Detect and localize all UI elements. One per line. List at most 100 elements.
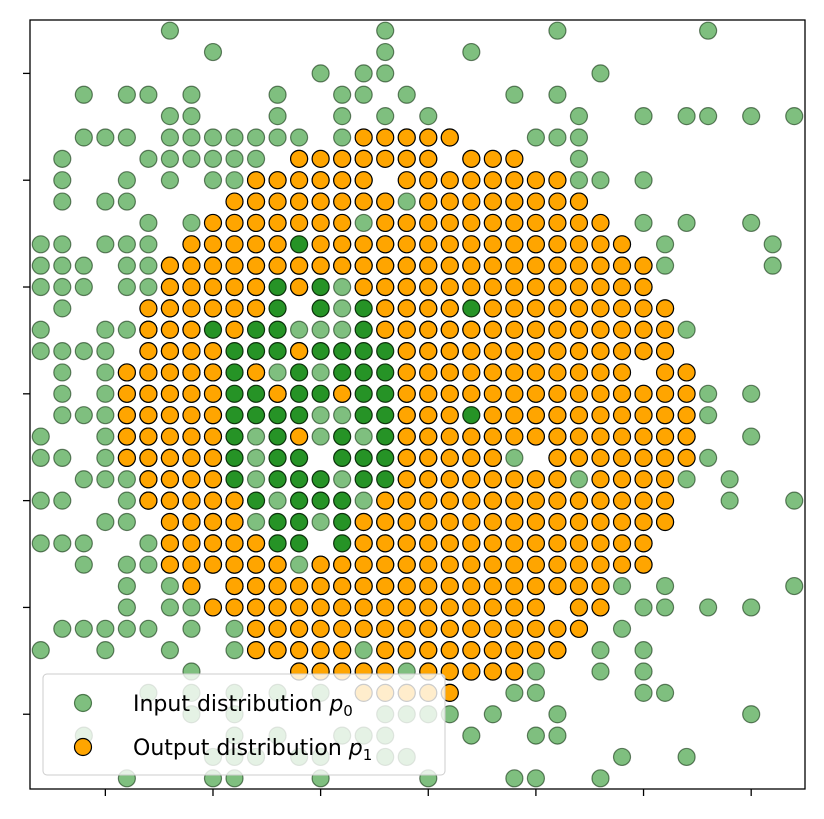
input-point [96,235,115,254]
output-point [311,641,330,660]
output-point [203,341,223,361]
output-point [419,213,438,233]
output-point [182,555,201,574]
input-point [160,21,180,40]
input-point [677,470,696,489]
output-point [246,363,266,382]
output-point [160,256,180,275]
output-point [526,384,546,403]
input-point [96,406,115,425]
input-point [246,470,266,489]
input-point [612,619,632,638]
output-point [354,576,373,596]
input-point [160,128,180,147]
output-point [505,576,524,596]
output-point [526,427,546,446]
input-point [53,491,72,510]
output-point [655,384,675,403]
output-point [612,406,632,425]
plot-frame [29,19,806,790]
input-point [548,21,567,40]
output-point [548,256,567,275]
output-point [160,277,180,297]
output-point [333,555,352,574]
output-point [354,171,373,190]
output-point [569,534,589,553]
output-point [591,470,610,489]
output-point [462,213,481,233]
legend-marker-input [73,693,93,713]
output-point [612,384,632,403]
output-point [354,598,373,617]
input-point [289,512,309,532]
output-point [354,192,373,211]
output-point [483,662,502,681]
output-point [333,641,352,660]
output-point [225,192,244,211]
output-point [268,576,287,596]
output-point [397,235,416,254]
input-point [268,128,287,147]
input-point [655,256,675,275]
output-point [677,448,696,468]
output-point [483,619,502,638]
output-point [548,534,567,553]
input-point [182,85,201,104]
output-point [569,598,589,617]
input-point [182,128,201,147]
output-point [333,256,352,275]
input-point [31,256,50,275]
output-point [505,363,524,382]
output-point [160,448,180,468]
legend-marker-output [73,737,93,757]
input-point [31,427,50,446]
output-point [311,256,330,275]
input-point [354,641,373,660]
input-point [74,128,93,147]
input-point [311,470,330,489]
legend-label-input-var: p [328,692,343,717]
input-point [462,299,481,318]
input-point [311,406,330,425]
output-point [505,470,524,489]
output-point [569,256,589,275]
input-point [354,384,373,403]
input-point [742,213,761,233]
output-point [354,619,373,638]
input-point [376,42,395,62]
output-point [311,576,330,596]
output-point [591,256,610,275]
input-point [311,363,330,382]
output-point [203,598,223,617]
output-point [548,277,567,297]
output-point [139,320,158,339]
output-point [612,470,632,489]
output-point [225,534,244,553]
output-point [612,299,632,318]
output-point [677,427,696,446]
input-point [203,320,223,339]
output-point [419,427,438,446]
output-point [139,363,158,382]
output-point [419,149,438,168]
input-point [333,341,352,361]
input-point [160,149,180,168]
output-point [289,619,309,638]
output-point [440,299,459,318]
input-point [31,491,50,510]
output-point [591,598,610,617]
input-point [268,534,287,553]
output-point [548,171,567,190]
output-point [505,320,524,339]
output-point [376,213,395,233]
input-point [462,406,481,425]
output-point [419,576,438,596]
legend-label-output: Output distribution p1 [133,736,372,764]
output-point [634,384,653,403]
output-point [634,320,653,339]
input-point [505,683,524,702]
output-point [634,299,653,318]
legend: Input distribution p0 Output distributio… [42,673,446,776]
input-point [203,171,223,190]
output-point [333,598,352,617]
